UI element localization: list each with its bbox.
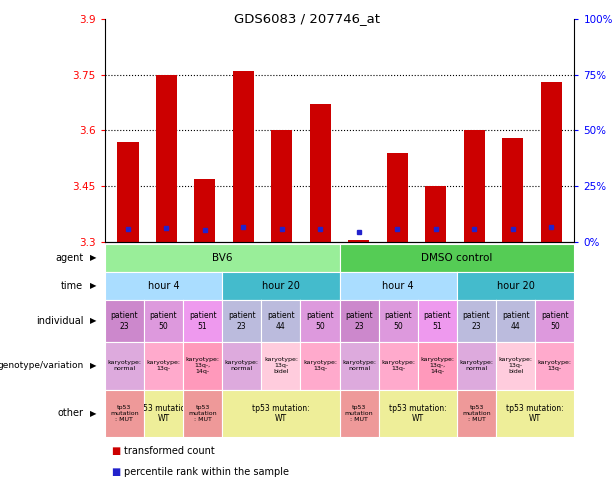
Text: ▶: ▶	[89, 282, 96, 290]
Text: ▶: ▶	[89, 254, 96, 262]
Text: karyotype:
13q-: karyotype: 13q-	[381, 360, 415, 371]
Text: hour 20: hour 20	[262, 281, 300, 291]
Text: patient
50: patient 50	[384, 311, 412, 331]
Text: tp53
mutation
: MUT: tp53 mutation : MUT	[188, 405, 217, 422]
Bar	[502, 138, 524, 242]
Bar	[272, 130, 292, 242]
Text: ■: ■	[111, 446, 120, 456]
Bar	[156, 75, 177, 242]
Text: karyotype:
13q-: karyotype: 13q-	[538, 360, 572, 371]
Text: tp53 mutation:
WT: tp53 mutation: WT	[135, 404, 192, 423]
Text: hour 20: hour 20	[497, 281, 535, 291]
Text: karyotype:
13q-
bidel: karyotype: 13q- bidel	[499, 357, 533, 374]
Bar	[541, 82, 562, 242]
Text: patient
23: patient 23	[345, 311, 373, 331]
Text: patient
23: patient 23	[228, 311, 256, 331]
Text: agent: agent	[55, 253, 83, 263]
Text: hour 4: hour 4	[383, 281, 414, 291]
Text: tp53 mutation:
WT: tp53 mutation: WT	[389, 404, 447, 423]
Text: time: time	[61, 281, 83, 291]
Text: transformed count: transformed count	[124, 446, 215, 456]
Text: hour 4: hour 4	[148, 281, 180, 291]
Text: karyotype:
13q-,
14q-: karyotype: 13q-, 14q-	[186, 357, 219, 374]
Text: ▶: ▶	[89, 361, 96, 370]
Bar	[463, 130, 485, 242]
Text: tp53
mutation
: MUT: tp53 mutation : MUT	[462, 405, 491, 422]
Text: patient
51: patient 51	[189, 311, 216, 331]
Text: karyotype:
normal: karyotype: normal	[342, 360, 376, 371]
Text: karyotype:
normal: karyotype: normal	[460, 360, 493, 371]
Bar	[194, 179, 216, 242]
Bar	[310, 104, 331, 242]
Text: patient
50: patient 50	[306, 311, 334, 331]
Text: tp53 mutation:
WT: tp53 mutation: WT	[252, 404, 310, 423]
Text: karyotype:
normal: karyotype: normal	[107, 360, 142, 371]
Text: patient
23: patient 23	[110, 311, 138, 331]
Text: patient
50: patient 50	[541, 311, 569, 331]
Text: tp53
mutation
: MUT: tp53 mutation : MUT	[345, 405, 373, 422]
Text: ■: ■	[111, 467, 120, 477]
Text: patient
44: patient 44	[267, 311, 295, 331]
Bar	[425, 186, 446, 242]
Text: tp53
mutation
: MUT: tp53 mutation : MUT	[110, 405, 139, 422]
Text: genotype/variation: genotype/variation	[0, 361, 83, 370]
Text: patient
44: patient 44	[502, 311, 530, 331]
Text: patient
51: patient 51	[424, 311, 451, 331]
Text: patient
23: patient 23	[463, 311, 490, 331]
Text: other: other	[58, 408, 83, 418]
Text: karyotype:
normal: karyotype: normal	[225, 360, 259, 371]
Text: karyotype:
13q-: karyotype: 13q-	[147, 360, 180, 371]
Text: GDS6083 / 207746_at: GDS6083 / 207746_at	[234, 12, 379, 25]
Bar	[348, 240, 370, 242]
Text: tp53 mutation:
WT: tp53 mutation: WT	[506, 404, 564, 423]
Text: ▶: ▶	[89, 316, 96, 326]
Text: individual: individual	[36, 316, 83, 326]
Bar	[233, 71, 254, 242]
Text: karyotype:
13q-,
14q-: karyotype: 13q-, 14q-	[421, 357, 454, 374]
Text: ▶: ▶	[89, 409, 96, 418]
Text: DMSO control: DMSO control	[421, 253, 493, 263]
Text: percentile rank within the sample: percentile rank within the sample	[124, 467, 289, 477]
Bar	[117, 142, 139, 242]
Text: karyotype:
13q-
bidel: karyotype: 13q- bidel	[264, 357, 298, 374]
Text: karyotype:
13q-: karyotype: 13q-	[303, 360, 337, 371]
Bar	[387, 153, 408, 242]
Text: patient
50: patient 50	[150, 311, 177, 331]
Text: BV6: BV6	[212, 253, 232, 263]
